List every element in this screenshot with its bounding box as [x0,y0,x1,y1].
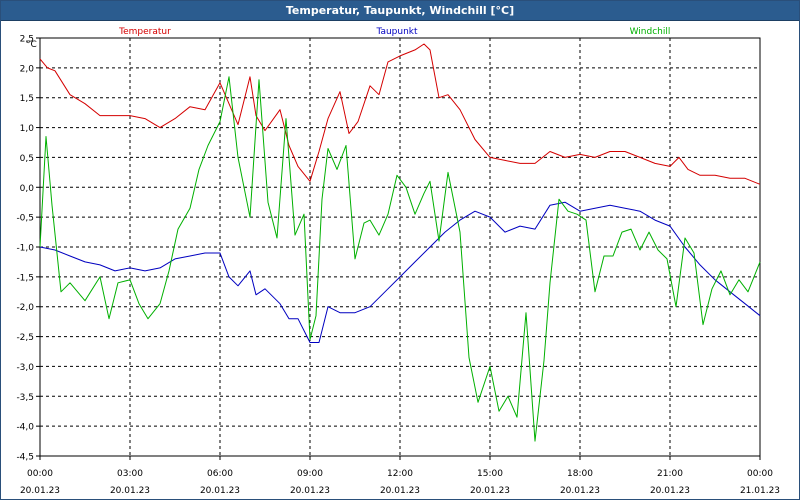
y-tick-label: 1,0 [20,124,35,134]
x-tick-date: 20.01.23 [650,486,690,496]
y-tick-label: -2,5 [16,333,34,343]
chart-title: Temperatur, Taupunkt, Windchill [°C] [285,4,515,17]
y-tick-label: 0,5 [20,154,34,164]
x-tick-date: 20.01.23 [380,486,420,496]
y-tick-label: -3,5 [16,393,34,403]
x-tick-date: 20.01.23 [560,486,600,496]
y-tick-label: -1,0 [16,244,34,254]
y-tick-label: 1,5 [20,94,34,104]
legend-taupunkt: Taupunkt [375,27,418,37]
series-line-temperatur [39,43,761,185]
y-tick-label: -0,5 [16,214,34,224]
y-tick-label: 0,0 [20,184,35,194]
y-axis-label: °C [26,40,37,50]
x-tick-date: 20.01.23 [290,486,330,496]
x-tick-date: 20.01.23 [110,486,150,496]
legend-temperatur: Temperatur [118,27,171,37]
y-tick-label: 2,5 [20,35,34,45]
series-lines [39,43,761,442]
y-tick-label: -4,5 [16,453,34,463]
x-tick-date: 20.01.23 [20,486,60,496]
x-tick-time: 00:00 [27,469,53,479]
title-bar: Temperatur, Taupunkt, Windchill [°C] [1,1,799,21]
x-tick-date: 20.01.23 [470,486,510,496]
axes: 2,5 2,0 1,5 1,0 0,5 0,0 -0,5 -1,0 -1,5 -2,0 -2,5 -3… [16,35,780,497]
y-tick-label: -2,0 [16,303,34,313]
x-tick-date: 20.01.23 [200,486,240,496]
x-tick-time: 18:00 [567,469,593,479]
x-tick-time: 09:00 [297,469,323,479]
legend-windchill: Windchill [630,27,671,37]
x-tick-time: 15:00 [477,469,503,479]
grid [39,37,761,457]
x-tick-time: 21:00 [657,469,683,479]
y-tick-label: 2,0 [20,64,35,74]
y-tick-label: -4,0 [16,423,34,433]
x-tick-time: 03:00 [117,469,143,479]
x-tick-time: 00:00 [747,469,773,479]
x-tick-time: 12:00 [387,469,413,479]
y-tick-label: -1,5 [16,273,34,283]
series-line-windchill [39,76,761,442]
x-tick-time: 06:00 [207,469,233,479]
series-line-taupunkt [39,201,761,343]
y-tick-label: -3,0 [16,363,34,373]
legend: Temperatur Taupunkt Windchill [118,27,670,37]
x-tick-date: 21.01.23 [740,486,780,496]
